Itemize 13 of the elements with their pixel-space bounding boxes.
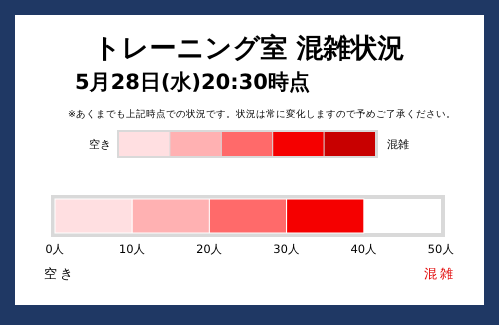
- chart-subtitle: 5月28日(水)20:30時点: [75, 70, 310, 94]
- x-tick-label: 20人: [196, 242, 223, 256]
- text: ※あくまでも上記時点での状況です。状況は常に変化しますので予めご了承ください。: [68, 108, 456, 120]
- text: 混雑: [387, 138, 409, 151]
- x-tick-label: 50人: [428, 242, 454, 256]
- x-tick-label: 10人: [118, 242, 146, 256]
- text: 混雑: [424, 267, 456, 282]
- text: 空き: [44, 267, 76, 282]
- x-tick-label: 0人: [45, 242, 65, 256]
- text: 空き: [89, 138, 111, 151]
- chart-title: トレーニング室 混雑状況: [93, 33, 405, 64]
- x-tick-label: 30人: [273, 242, 300, 256]
- x-tick-label: 40人: [350, 242, 378, 256]
